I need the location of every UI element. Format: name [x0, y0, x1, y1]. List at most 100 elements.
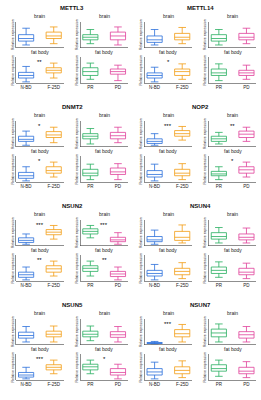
svg-text:F-25D: F-25D — [47, 382, 60, 387]
svg-text:fat body: fat body — [159, 247, 177, 253]
svg-text:Relative expression: Relative expression — [75, 118, 79, 149]
svg-text:PD: PD — [115, 184, 122, 189]
svg-text:brain: brain — [227, 211, 238, 217]
svg-text:Relative expression: Relative expression — [75, 253, 79, 284]
svg-text:fat body: fat body — [224, 49, 242, 55]
svg-text:Relative expression: Relative expression — [203, 352, 207, 383]
svg-text:Relative expression: Relative expression — [203, 55, 207, 86]
svg-text:*: * — [38, 158, 41, 164]
svg-text:PD: PD — [115, 283, 122, 288]
svg-text:Relative expression: Relative expression — [139, 118, 143, 149]
svg-text:NOP2: NOP2 — [192, 104, 209, 110]
svg-text:Relative expression: Relative expression — [11, 253, 15, 284]
svg-text:N-BD: N-BD — [149, 85, 161, 90]
svg-text:fat body: fat body — [95, 49, 113, 55]
svg-text:PR: PR — [87, 184, 94, 189]
svg-text:N-BD: N-BD — [149, 184, 161, 189]
svg-text:Relative expression: Relative expression — [75, 217, 79, 248]
svg-text:NSUN5: NSUN5 — [62, 302, 83, 308]
svg-text:NSUN2: NSUN2 — [62, 203, 83, 209]
svg-text:N-BD: N-BD — [21, 85, 33, 90]
svg-text:F-25D: F-25D — [176, 85, 189, 90]
svg-text:**: ** — [102, 257, 107, 263]
svg-text:Relative expression: Relative expression — [75, 55, 79, 86]
svg-text:F-25D: F-25D — [47, 184, 60, 189]
svg-text:brain: brain — [163, 211, 174, 217]
svg-text:F-25D: F-25D — [176, 283, 189, 288]
svg-text:fat body: fat body — [159, 346, 177, 352]
svg-text:Relative expression: Relative expression — [203, 253, 207, 284]
svg-text:***: *** — [100, 222, 108, 228]
svg-text:Relative expression: Relative expression — [139, 217, 143, 248]
svg-text:Relative expression: Relative expression — [139, 154, 143, 185]
svg-text:Relative expression: Relative expression — [11, 316, 15, 347]
svg-text:Relative expression: Relative expression — [75, 154, 79, 185]
svg-text:NSUN7: NSUN7 — [190, 302, 211, 308]
svg-text:PR: PR — [87, 382, 94, 387]
svg-text:PR: PR — [216, 184, 223, 189]
svg-text:Relative expression: Relative expression — [11, 217, 15, 248]
svg-text:Relative expression: Relative expression — [11, 19, 15, 50]
svg-text:*: * — [103, 356, 106, 362]
svg-text:fat body: fat body — [31, 346, 49, 352]
svg-text:F-25D: F-25D — [176, 184, 189, 189]
svg-text:fat body: fat body — [224, 346, 242, 352]
svg-text:N-BD: N-BD — [21, 184, 33, 189]
svg-text:fat body: fat body — [95, 346, 113, 352]
svg-text:**: ** — [37, 59, 42, 65]
svg-text:PD: PD — [243, 184, 250, 189]
svg-text:NSUN4: NSUN4 — [190, 203, 211, 209]
svg-text:fat body: fat body — [159, 148, 177, 154]
svg-text:brain: brain — [34, 13, 45, 19]
svg-text:PD: PD — [115, 85, 122, 90]
svg-text:Relative expression: Relative expression — [11, 154, 15, 185]
svg-text:*: * — [167, 59, 170, 65]
svg-text:N-BD: N-BD — [21, 283, 33, 288]
svg-text:Relative expression: Relative expression — [139, 19, 143, 50]
svg-text:METTL3: METTL3 — [60, 5, 84, 11]
svg-text:Relative expression: Relative expression — [203, 316, 207, 347]
svg-text:PD: PD — [115, 382, 122, 387]
svg-text:brain: brain — [227, 310, 238, 316]
svg-text:Relative expression: Relative expression — [139, 55, 143, 86]
svg-text:PR: PR — [87, 283, 94, 288]
svg-text:brain: brain — [163, 13, 174, 19]
svg-text:Relative expression: Relative expression — [203, 154, 207, 185]
svg-text:brain: brain — [163, 112, 174, 118]
svg-text:PD: PD — [243, 283, 250, 288]
svg-text:Relative expression: Relative expression — [11, 352, 15, 383]
svg-text:brain: brain — [34, 310, 45, 316]
svg-text:Relative expression: Relative expression — [75, 316, 79, 347]
svg-text:F-25D: F-25D — [47, 283, 60, 288]
svg-text:PR: PR — [216, 85, 223, 90]
svg-text:fat body: fat body — [31, 247, 49, 253]
svg-text:PR: PR — [216, 283, 223, 288]
svg-text:brain: brain — [163, 310, 174, 316]
svg-text:PD: PD — [243, 382, 250, 387]
svg-text:fat body: fat body — [95, 148, 113, 154]
svg-text:Relative expression: Relative expression — [139, 253, 143, 284]
svg-text:brain: brain — [227, 13, 238, 19]
svg-text:fat body: fat body — [224, 148, 242, 154]
svg-text:***: *** — [36, 222, 44, 228]
svg-text:fat body: fat body — [159, 49, 177, 55]
svg-text:DNMT2: DNMT2 — [62, 104, 83, 110]
svg-text:fat body: fat body — [31, 49, 49, 55]
svg-text:***: *** — [164, 123, 172, 129]
svg-text:PD: PD — [243, 85, 250, 90]
svg-text:brain: brain — [99, 310, 110, 316]
svg-text:PR: PR — [216, 382, 223, 387]
svg-text:fat body: fat body — [224, 247, 242, 253]
svg-text:**: ** — [230, 123, 235, 129]
svg-text:Relative expression: Relative expression — [203, 217, 207, 248]
svg-text:F-25D: F-25D — [176, 382, 189, 387]
svg-text:brain: brain — [99, 112, 110, 118]
svg-text:*: * — [231, 158, 234, 164]
svg-text:Relative expression: Relative expression — [203, 19, 207, 50]
svg-text:Relative expression: Relative expression — [139, 316, 143, 347]
svg-text:PR: PR — [87, 85, 94, 90]
svg-text:***: *** — [36, 356, 44, 362]
svg-text:Relative expression: Relative expression — [11, 55, 15, 86]
svg-text:fat body: fat body — [31, 148, 49, 154]
svg-text:Relative expression: Relative expression — [75, 19, 79, 50]
